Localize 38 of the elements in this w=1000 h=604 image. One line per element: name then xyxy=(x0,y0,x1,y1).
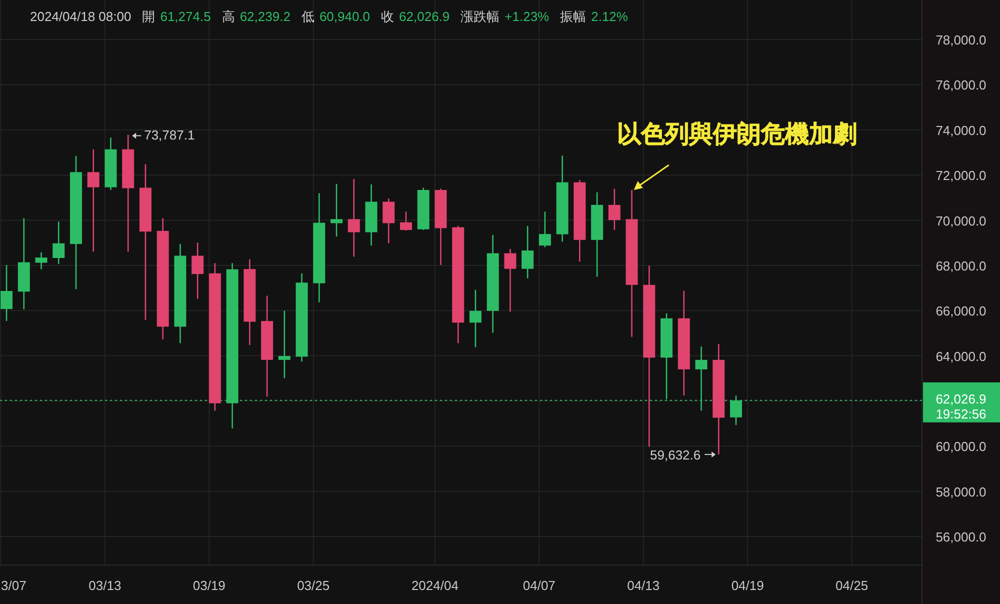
x-tick-label: 03/19 xyxy=(192,578,226,593)
x-tick-label: 04/19 xyxy=(731,578,764,593)
annotation: 漲跌幅 xyxy=(460,9,500,24)
y-tick-label: 74,000.0 xyxy=(936,122,986,138)
annotation: 2024/04/18 08:00 xyxy=(30,9,132,24)
annotation: 振幅 xyxy=(560,9,586,24)
annotation: 以色列與伊朗危機加劇 xyxy=(616,120,857,148)
x-tick-label: 04/13 xyxy=(627,578,660,593)
annotation: 59,632.6 xyxy=(650,447,701,462)
annotation: 開 xyxy=(142,9,156,24)
y-tick-label: 70,000.0 xyxy=(936,213,986,228)
annotation: 低 xyxy=(301,9,314,24)
annotation: 62,026.9 xyxy=(399,9,450,24)
annotation: 2.12% xyxy=(591,9,628,24)
annotation: 62,239.2 xyxy=(240,9,290,24)
annotation: 61,274.5 xyxy=(160,9,211,24)
x-tick-label: 04/07 xyxy=(522,578,556,593)
y-tick-label: 56,000.0 xyxy=(936,530,986,545)
y-tick-label: 76,000.0 xyxy=(936,78,986,93)
ref-line-label: 62,026.9 xyxy=(936,391,986,406)
x-tick-label: 2024/04 xyxy=(411,578,458,593)
y-tick-label: 58,000.0 xyxy=(936,484,986,500)
y-tick-label: 66,000.0 xyxy=(936,304,986,319)
y-tick-label: 60,000.0 xyxy=(936,439,986,454)
annotation: 73,787.1 xyxy=(144,128,195,143)
y-tick-label: 78,000.0 xyxy=(936,32,986,48)
annotation: 高 xyxy=(222,9,235,24)
y-tick-label: 64,000.0 xyxy=(936,348,986,364)
y-tick-label: 68,000.0 xyxy=(936,258,986,274)
y-tick-label: 72,000.0 xyxy=(936,168,986,184)
annotation: 60,940.0 xyxy=(319,9,370,24)
annotation: 收 xyxy=(381,9,394,24)
x-tick-label: 3/07 xyxy=(1,578,26,593)
x-tick-label: 03/25 xyxy=(297,578,330,593)
x-tick-label: 03/13 xyxy=(88,578,122,593)
text: 19:52:56 xyxy=(936,406,986,422)
x-tick-label: 04/25 xyxy=(836,578,868,593)
annotation: +1.23% xyxy=(504,9,550,24)
